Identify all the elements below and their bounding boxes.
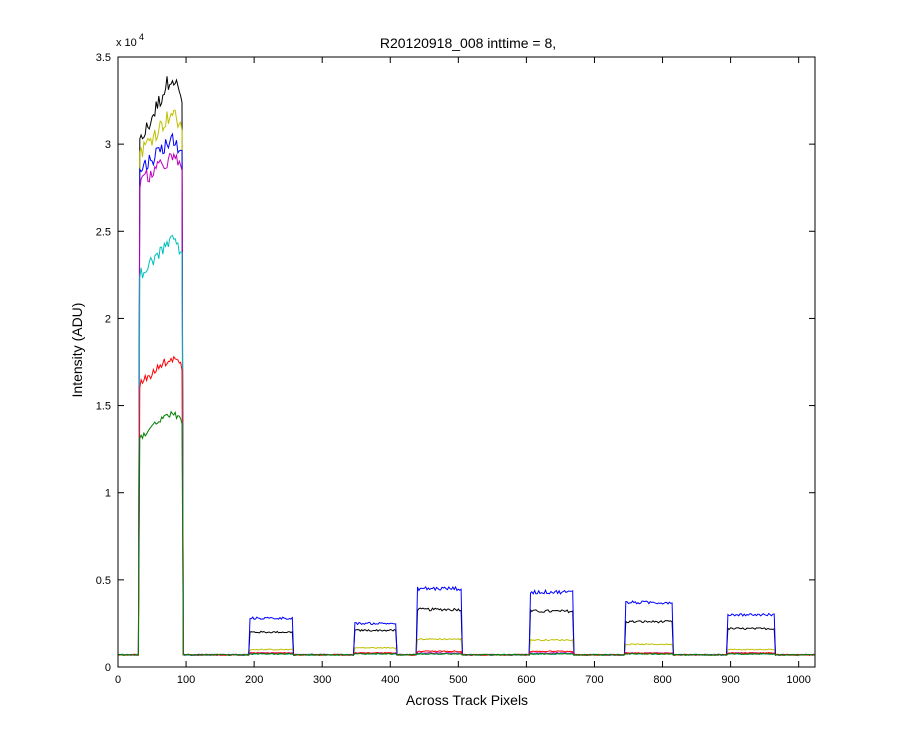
chart-title: R20120918_008 inttime = 8, [380, 35, 556, 51]
x-tick-label: 600 [517, 674, 535, 686]
y-tick-label: 3.5 [96, 52, 111, 64]
x-tick-label: 200 [245, 674, 263, 686]
x-tick-label: 400 [381, 674, 399, 686]
x-tick-label: 500 [449, 674, 467, 686]
x-tick-label: 100 [177, 674, 195, 686]
series-line [117, 132, 816, 657]
y-tick-label: 2 [105, 313, 111, 325]
y-tick-label: 1.5 [96, 401, 111, 413]
x-tick-label: 900 [721, 674, 739, 686]
y-tick-label: 1 [105, 488, 111, 500]
y-tick-label: 3 [105, 139, 111, 151]
y-axis-label: Intensity (ADU) [69, 303, 85, 398]
x-axis: 0 100 200 300 400 500 600 700 800 900 1000 [115, 57, 811, 686]
x-tick-label: 700 [585, 674, 603, 686]
series-line [117, 355, 816, 656]
x-tick-label: 300 [313, 674, 331, 686]
y-exponent-base: x 10 [116, 37, 137, 49]
y-tick-label: 0 [105, 662, 111, 674]
y-tick-label: 2.5 [96, 226, 111, 238]
plot-area [117, 76, 816, 657]
series-line [117, 234, 816, 656]
series-line [117, 109, 816, 657]
x-tick-label: 800 [653, 674, 671, 686]
x-tick-label: 1000 [786, 674, 810, 686]
axes-frame [117, 56, 816, 668]
x-axis-label: Across Track Pixels [406, 692, 528, 708]
y-exponent-power: 4 [139, 32, 144, 42]
series-line [117, 76, 816, 656]
y-axis: 0 0.5 1 1.5 2 2.5 3 3.5 [96, 52, 815, 674]
y-tick-label: 0.5 [96, 575, 111, 587]
series-line [117, 152, 816, 656]
series-line [117, 410, 816, 656]
axes-box [117, 56, 816, 668]
x-tick-label: 0 [115, 674, 121, 686]
